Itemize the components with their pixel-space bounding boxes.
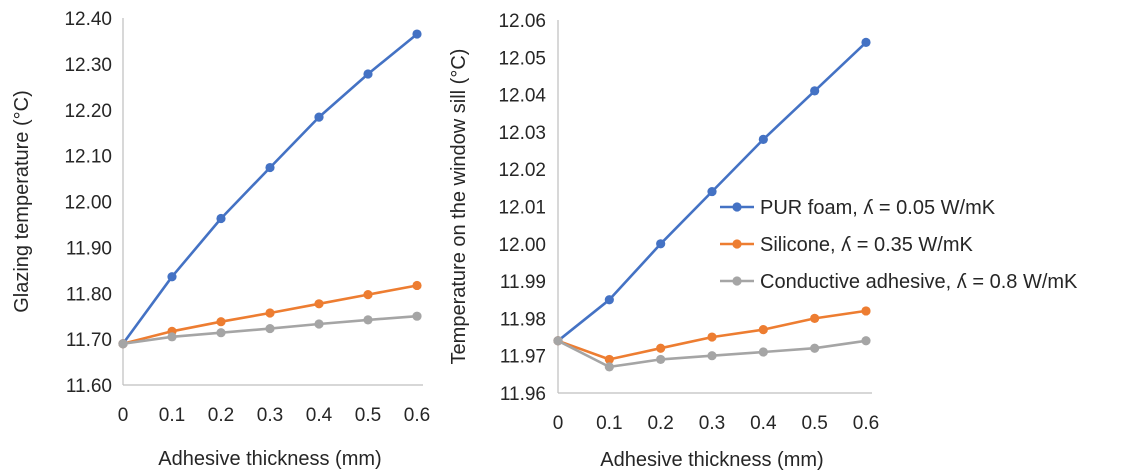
- y-tick-label: 12.01: [498, 198, 546, 219]
- data-point: [758, 324, 768, 335]
- data-point: [861, 37, 871, 47]
- y-tick-label: 12.40: [64, 9, 112, 30]
- legend-swatch-marker: [732, 202, 742, 212]
- x-tick-label: 0.2: [647, 413, 673, 434]
- data-point: [861, 336, 871, 346]
- y-tick-label: 12.06: [498, 11, 546, 32]
- y-tick-label: 11.97: [500, 347, 546, 368]
- y-tick-label: 11.96: [500, 384, 546, 405]
- y-tick-label: 11.80: [66, 284, 112, 305]
- data-point: [707, 351, 717, 361]
- x-tick-label: 0.3: [257, 405, 283, 426]
- legend-entry-label: Silicone, ʎ = 0.35 W/mK: [760, 234, 974, 256]
- x-tick-label: 0.3: [699, 413, 725, 434]
- y-tick-label: 11.60: [66, 376, 112, 397]
- data-point: [118, 339, 128, 349]
- data-point: [314, 112, 324, 122]
- y-axis-title: Glazing temperature (°C): [11, 90, 33, 313]
- x-tick-label: 0.1: [159, 405, 185, 426]
- data-point: [707, 186, 717, 197]
- data-point: [167, 272, 177, 282]
- y-tick-label: 11.98: [500, 309, 546, 330]
- data-point: [216, 328, 226, 338]
- y-tick-label: 12.05: [498, 48, 546, 69]
- data-point: [363, 315, 373, 325]
- y-tick-label: 12.04: [498, 86, 546, 107]
- data-point: [656, 239, 666, 249]
- legend-entry-label: Conductive adhesive, ʎ = 0.8 W/mK: [760, 271, 1078, 293]
- legend-entry-label: PUR foam, ʎ = 0.05 W/mK: [760, 197, 996, 219]
- data-point: [216, 213, 226, 224]
- data-point: [265, 323, 275, 334]
- chart-1: 11.60 11.70 11.80 11.90 12.00 12.10 12.20 12.30…: [11, 9, 430, 470]
- data-point: [412, 29, 422, 39]
- data-point: [861, 306, 871, 316]
- x-tick-label: 0.2: [208, 405, 234, 426]
- data-point: [314, 319, 324, 329]
- data-point: [707, 332, 717, 342]
- x-tick-label: 0: [553, 413, 564, 434]
- y-tick-label: 11.99: [500, 272, 546, 293]
- x-tick-label: 0.6: [404, 405, 430, 426]
- data-point: [604, 362, 614, 372]
- y-tick-label: 12.30: [64, 55, 112, 76]
- x-tick-label: 0.5: [801, 413, 827, 434]
- y-axis-title: Temperature on the window sill (°C): [448, 49, 470, 365]
- data-point: [604, 354, 614, 365]
- y-tick-label: 12.02: [498, 160, 546, 181]
- legend: PUR foam, ʎ = 0.05 W/mK Silicone, ʎ = 0.3…: [720, 197, 1078, 293]
- data-point: [656, 354, 666, 365]
- y-tick-label: 12.10: [64, 147, 112, 168]
- x-tick-label: 0.6: [853, 413, 879, 434]
- x-axis-title: Adhesive thickness (mm): [158, 448, 381, 470]
- data-point: [604, 295, 614, 305]
- legend-swatch-marker: [732, 276, 742, 286]
- x-tick-label: 0.4: [750, 413, 777, 434]
- y-tick-label: 12.00: [498, 235, 546, 256]
- y-tick-label: 12.00: [64, 193, 112, 214]
- x-tick-label: 0.4: [306, 405, 333, 426]
- data-point: [363, 290, 373, 300]
- data-point: [553, 336, 563, 346]
- data-point: [758, 134, 768, 144]
- y-tick-label: 12.03: [498, 123, 546, 144]
- data-point: [314, 299, 324, 309]
- y-tick-label: 12.20: [64, 101, 112, 122]
- data-point: [810, 343, 820, 353]
- data-point: [758, 347, 768, 357]
- x-tick-label: 0.1: [596, 413, 622, 434]
- series-line-1: [121, 33, 418, 345]
- data-point: [412, 311, 422, 321]
- chart-2: 11.96 11.97 11.98 11.99 12.00 12.01 12.02 12.03…: [448, 11, 1078, 470]
- data-point: [363, 69, 373, 79]
- data-point: [265, 308, 275, 318]
- x-tick-label: 0: [118, 405, 129, 426]
- data-point: [656, 343, 666, 353]
- data-point: [265, 162, 275, 173]
- data-point: [167, 332, 177, 342]
- data-point: [412, 280, 422, 291]
- y-tick-label: 11.90: [66, 238, 112, 259]
- data-point: [810, 86, 820, 96]
- data-point: [216, 317, 226, 327]
- x-tick-label: 0.5: [355, 405, 381, 426]
- legend-swatch-marker: [732, 239, 742, 249]
- data-point: [810, 313, 820, 323]
- y-tick-label: 11.70: [66, 330, 112, 351]
- x-axis-title: Adhesive thickness (mm): [600, 449, 823, 470]
